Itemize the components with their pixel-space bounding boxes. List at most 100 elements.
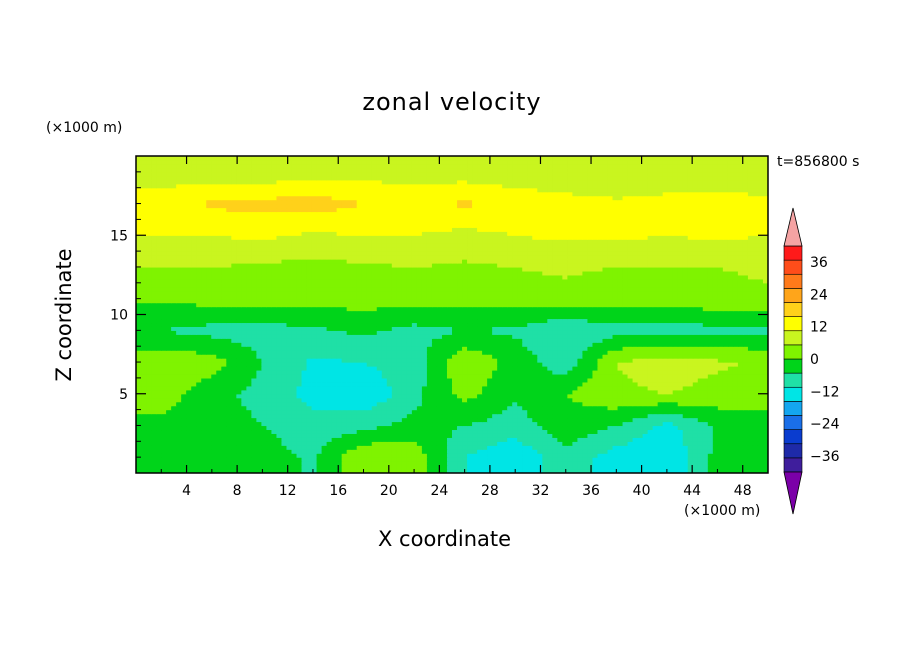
contour-cell [622,322,629,327]
contour-cell [231,457,237,462]
contour-cell [191,338,197,343]
contour-cell [161,377,167,383]
contour-cell [201,377,207,383]
contour-cell [582,354,589,359]
contour-cell [396,429,403,434]
contour-cell [221,417,227,423]
contour-cell [141,350,147,355]
contour-cell [547,433,553,438]
contour-cell [176,465,182,470]
contour-cell [166,330,172,335]
contour-cell [301,429,308,434]
contour-cell [742,461,749,466]
contour-cell [532,358,538,363]
contour-cell [151,330,157,335]
contour-cell [431,342,438,347]
contour-cell [216,429,222,434]
contour-cell [236,369,242,375]
contour-cell [647,362,654,367]
contour-cell [532,338,538,343]
contour-cell [421,338,428,343]
contour-cell [662,453,669,458]
contour-cell [361,342,368,347]
contour-cell [567,441,573,446]
contour-cell [261,409,268,415]
contour-cell [236,373,242,379]
contour-cell [201,314,207,320]
contour-cell [136,381,142,387]
contour-cell [341,346,348,351]
contour-cell [191,350,197,355]
contour-cell [276,369,283,375]
contour-cell [682,369,689,375]
contour-cell [431,330,438,335]
contour-cell [191,453,197,458]
contour-cell [441,381,448,387]
contour-cell [637,453,644,458]
contour-cell [331,385,338,391]
contour-cell [722,322,729,327]
contour-cell [361,366,368,371]
contour-cell [161,322,167,327]
contour-cell [381,326,388,331]
contour-cell [431,362,438,367]
contour-cell [291,318,298,324]
contour-cell [236,393,242,399]
contour-cell [171,453,177,458]
contour-cell [532,326,538,331]
contour-cell [677,393,684,399]
contour-cell [316,385,323,391]
contour-cell [717,330,724,335]
contour-cell [296,457,303,462]
contour-cell [381,354,388,359]
contour-cell [161,362,167,367]
contour-cell [602,461,609,466]
contour-cell [647,389,654,395]
contour-cell [502,449,508,454]
contour-cell [151,362,157,367]
contour-cell [457,389,463,395]
contour-cell [236,350,242,355]
contour-cell [446,469,453,473]
contour-cell [236,334,242,339]
contour-cell [622,334,629,339]
contour-cell [692,401,699,407]
contour-cell [296,397,303,403]
contour-cell [692,465,699,470]
contour-cell [622,397,629,403]
contour-cell [487,413,493,419]
contour-cell [612,433,619,438]
contour-cell [647,469,654,473]
contour-cell [271,314,278,320]
contour-cell [717,469,724,473]
contour-cell [296,326,303,331]
contour-cell [301,409,308,415]
contour-cell [692,389,699,395]
contour-cell [562,366,568,371]
contour-cell [572,465,578,470]
contour-cell [231,318,237,324]
contour-cell [717,385,724,391]
contour-cell [151,449,157,454]
contour-cell [431,369,438,375]
contour-cell [517,362,523,367]
contour-cell [236,366,242,371]
contour-cell [156,326,162,331]
contour-cell [136,405,142,411]
contour-cell [727,457,734,462]
contour-cell [176,314,182,320]
contour-cell [156,338,162,343]
contour-cell [557,338,563,343]
contour-cell [512,449,518,454]
contour-cell [512,401,518,407]
contour-cell [376,322,383,327]
contour-cell [226,401,232,407]
contour-cell [517,381,523,387]
contour-cell [572,409,578,415]
contour-cell [582,401,589,407]
contour-cell [241,457,247,462]
contour-cell [717,342,724,347]
contour-cell [732,393,739,399]
contour-cell [672,437,679,442]
contour-cell [717,453,724,458]
